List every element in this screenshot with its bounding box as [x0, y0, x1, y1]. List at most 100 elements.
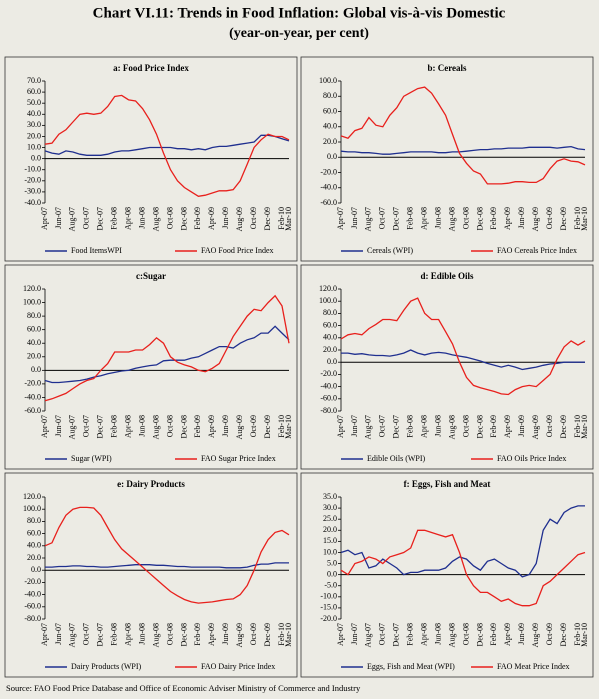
y-tick-label: 100.0 [319, 296, 337, 305]
y-tick-label: 120.0 [23, 284, 41, 293]
x-tick-label: Feb-10 [573, 623, 582, 646]
y-tick-label: 100.0 [23, 297, 41, 306]
x-tick-label: Aug-07 [68, 207, 77, 231]
x-tick-label: Mar-10 [580, 623, 589, 647]
x-tick-label: Oct-08 [461, 207, 470, 229]
series-line [44, 325, 290, 384]
page-subtitle: (year-on-year, per cent) [229, 26, 369, 41]
y-tick-label: -40.0 [24, 589, 41, 598]
y-tick-label: -60.0 [24, 602, 41, 611]
y-tick-label: -80.0 [320, 406, 337, 415]
x-tick-label: Oct-09 [249, 623, 258, 645]
chart-title: b: Cereals [427, 63, 467, 73]
x-tick-label: Oct-07 [82, 623, 91, 645]
x-tick-label: Dec-09 [263, 207, 272, 231]
x-tick-label: Jun-08 [137, 207, 146, 229]
x-tick-label: Mar-10 [284, 415, 293, 439]
x-tick-label: Feb-08 [110, 415, 119, 438]
x-tick-label: Oct-08 [165, 415, 174, 437]
y-tick-label: 40.0 [323, 122, 337, 131]
series-line [44, 294, 290, 402]
y-tick-label: -60.0 [24, 406, 41, 415]
y-tick-label: 80.0 [323, 91, 337, 100]
y-tick-label: 60.0 [27, 87, 41, 96]
x-tick-label: Aug-09 [531, 207, 540, 231]
x-tick-label: Jun-09 [221, 623, 230, 645]
y-tick-label: 100.0 [23, 504, 41, 513]
x-tick-label: Mar-10 [580, 415, 589, 439]
y-tick-label: -40.0 [320, 183, 337, 192]
y-tick-label: 15.0 [323, 536, 337, 545]
x-tick-label: Oct-07 [378, 623, 387, 645]
x-tick-label: Feb-08 [110, 207, 119, 230]
x-tick-label: Jun-09 [517, 207, 526, 229]
x-tick-label: Apr-08 [419, 623, 428, 646]
x-tick-label: Feb-08 [110, 623, 119, 646]
x-tick-label: Apr-08 [123, 623, 132, 646]
x-tick-label: Aug-08 [447, 415, 456, 439]
legend-label: FAO Sugar Price Index [201, 454, 276, 463]
x-tick-label: Aug-07 [364, 623, 373, 647]
y-tick-label: 60.0 [323, 320, 337, 329]
x-tick-label: Dec-07 [96, 207, 105, 231]
y-tick-label: 20.0 [323, 137, 337, 146]
x-tick-label: Feb-10 [277, 415, 286, 438]
x-tick-label: Oct-09 [545, 415, 554, 437]
y-tick-label: 30.0 [27, 120, 41, 129]
x-tick-label: Apr-08 [123, 207, 132, 230]
x-tick-label: Jun-07 [54, 623, 63, 645]
y-tick-label: -40.0 [320, 381, 337, 390]
x-tick-label: Oct-09 [545, 207, 554, 229]
x-tick-label: Feb-09 [489, 207, 498, 230]
x-tick-label: Apr-08 [419, 415, 428, 438]
x-tick-label: Dec-08 [475, 415, 484, 439]
y-tick-label: -20.0 [24, 577, 41, 586]
x-tick-label: Apr-07 [40, 623, 49, 646]
x-tick-label: Jun-07 [350, 207, 359, 229]
x-tick-label: Jun-09 [517, 623, 526, 645]
x-tick-label: Oct-09 [249, 415, 258, 437]
series-line [44, 94, 290, 197]
x-tick-label: Dec-07 [392, 623, 401, 647]
series-line [340, 145, 586, 155]
x-tick-label: Jun-07 [54, 415, 63, 437]
y-tick-label: -20.0 [320, 614, 337, 623]
x-tick-label: Feb-09 [489, 415, 498, 438]
x-tick-label: Aug-09 [235, 415, 244, 439]
x-tick-label: Aug-09 [235, 623, 244, 647]
x-tick-label: Dec-09 [263, 623, 272, 647]
x-tick-label: Dec-07 [96, 415, 105, 439]
series-line [340, 86, 586, 185]
series-line [44, 506, 290, 604]
y-tick-label: 80.0 [323, 308, 337, 317]
x-tick-label: Feb-08 [406, 623, 415, 646]
x-tick-label: Aug-07 [68, 623, 77, 647]
y-tick-label: 0.0 [327, 569, 337, 578]
panel [4, 56, 298, 262]
x-tick-label: Mar-10 [284, 623, 293, 647]
legend-label: FAO Cereals Price Index [497, 246, 577, 255]
x-tick-label: Dec-07 [392, 415, 401, 439]
x-tick-label: Jun-08 [137, 415, 146, 437]
legend-label: FAO Dairy Price Index [201, 662, 275, 671]
legend-label: Food ItemsWPI [71, 246, 122, 255]
chart-title: d: Edible Oils [420, 271, 474, 281]
x-tick-label: Jun-09 [221, 415, 230, 437]
x-tick-label: Aug-09 [531, 623, 540, 647]
x-tick-label: Dec-09 [559, 207, 568, 231]
x-tick-label: Dec-08 [475, 623, 484, 647]
legend-label: Edible Oils (WPI) [367, 454, 426, 463]
y-tick-label: 20.0 [27, 553, 41, 562]
x-tick-label: Jun-08 [137, 623, 146, 645]
y-tick-label: 20.0 [27, 131, 41, 140]
y-tick-label: -10.0 [320, 592, 337, 601]
x-tick-label: Feb-09 [193, 415, 202, 438]
x-tick-label: Dec-09 [559, 415, 568, 439]
x-tick-label: Aug-09 [235, 207, 244, 231]
y-tick-label: -20.0 [24, 379, 41, 388]
series-line [340, 505, 585, 578]
x-tick-label: Apr-07 [40, 415, 49, 438]
chart-title: e: Dairy Products [117, 479, 185, 489]
x-tick-label: Dec-09 [559, 623, 568, 647]
